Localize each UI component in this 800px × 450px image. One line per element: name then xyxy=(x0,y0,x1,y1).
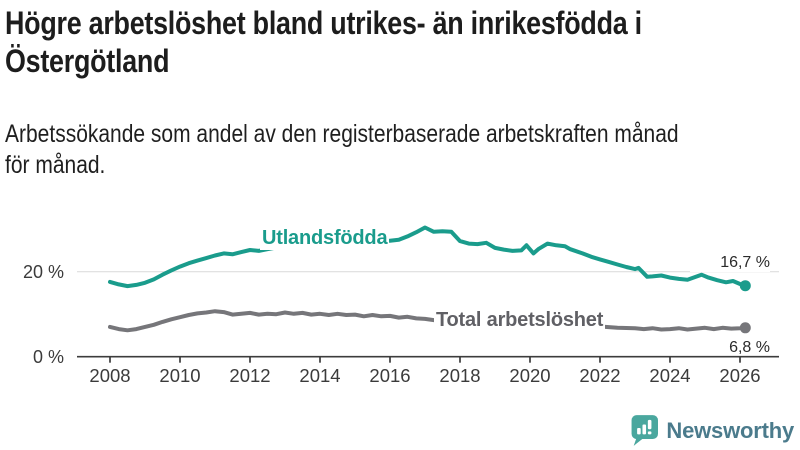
end-value-label-utlandsfodda: 16,7 % xyxy=(690,254,770,272)
subtitle-line-1: Arbetssökande som andel av den registerb… xyxy=(5,120,679,148)
x-axis-tick-label-2018: 2018 xyxy=(439,365,480,386)
x-axis-tick-label-2012: 2012 xyxy=(229,365,270,386)
y-axis-label-20: 20 % xyxy=(23,262,64,282)
end-value-label-total: 6,8 % xyxy=(729,339,770,356)
x-axis-tick-label-2016: 2016 xyxy=(369,365,410,386)
x-axis-tick-label-2010: 2010 xyxy=(159,365,200,386)
series-line-1 xyxy=(108,309,748,333)
x-axis-tick-label-2014: 2014 xyxy=(299,365,340,386)
page-title: Högre arbetslöshet bland utrikes- än inr… xyxy=(5,4,799,80)
newsworthy-logo-text: Newsworthy xyxy=(666,417,794,443)
chart-subtitle: Arbetssökande som andel av den registerb… xyxy=(5,119,799,181)
x-axis-tick-label-2024: 2024 xyxy=(649,365,690,386)
x-axis-tick-label-2008: 2008 xyxy=(89,365,130,386)
newsworthy-logo: Newsworthy xyxy=(629,414,794,447)
series-label-total-arbetsloshet: Total arbetslöshet xyxy=(434,308,606,332)
subtitle-line-2: för månad. xyxy=(5,151,106,179)
series-line-0 xyxy=(108,225,748,289)
x-axis-tick-label-2022: 2022 xyxy=(579,365,620,386)
title-line-2: Östergötland xyxy=(5,43,170,79)
y-axis-label-0: 0 % xyxy=(33,347,64,367)
newsworthy-chart-bubble-icon xyxy=(631,415,659,446)
series-end-dot-1 xyxy=(739,322,751,334)
title-line-1: Högre arbetslöshet bland utrikes- än inr… xyxy=(5,5,642,41)
series-label-utlandsfodda: Utlandsfödda xyxy=(260,226,390,250)
x-axis-tick-label-2026: 2026 xyxy=(719,365,760,386)
x-axis-tick-label-2020: 2020 xyxy=(509,365,550,386)
series-end-dot-0 xyxy=(739,280,751,292)
